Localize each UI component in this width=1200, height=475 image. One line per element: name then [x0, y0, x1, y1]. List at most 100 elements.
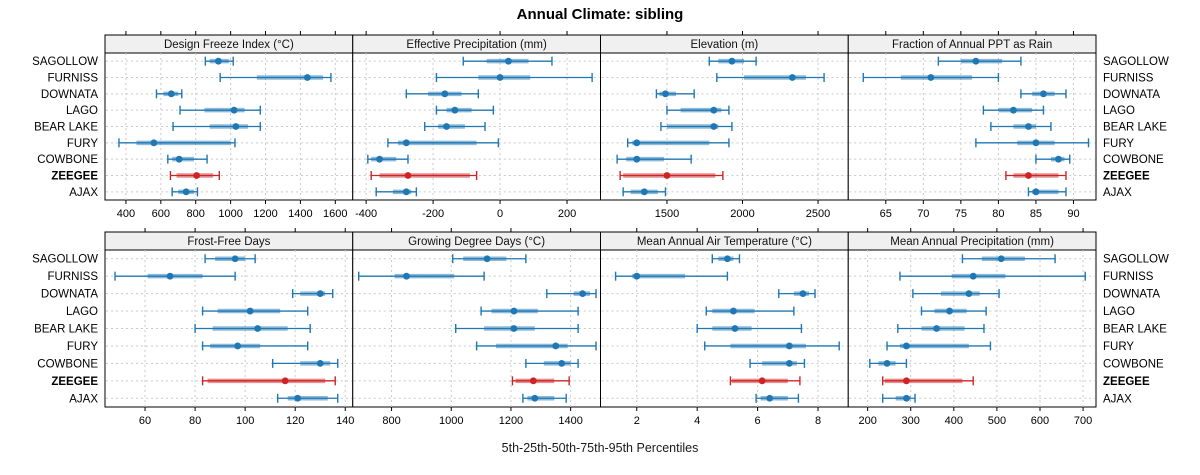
median-dot [529, 377, 537, 385]
x-tick-label: 65 [880, 208, 892, 220]
median-dot [150, 139, 158, 147]
percentile-series-fury [975, 138, 1090, 148]
site-label-right: FURY [1103, 138, 1134, 150]
percentile-series-lago [982, 105, 1045, 115]
panel-row-2: SAGOLLOW SAGOLLOW FURNISS FURNISS DOWNATA DOW… [32, 228, 1169, 427]
median-dot [451, 106, 459, 114]
percentile-series-sagollow [462, 56, 553, 66]
percentile-series-furniss [862, 73, 1000, 82]
panel-row-1: SAGOLLOW SAGOLLOW FURNISS FURNISS DOWNATA DOW… [32, 31, 1169, 220]
panel-7: Mean Annual Air Temperature (°C) 2 4 6 8 [600, 228, 849, 427]
percentile-series-ajax [276, 393, 339, 403]
percentile-series-zeegee [370, 171, 478, 180]
site-label-right: SAGOLLOW [1103, 254, 1169, 266]
percentile-series-bear-lake [897, 324, 985, 333]
percentile-series-sagollow [961, 254, 1056, 264]
percentile-series-fury [475, 341, 597, 351]
x-tick-label: 60 [139, 415, 151, 427]
figure-title: Annual Climate: sibling [516, 6, 684, 23]
percentile-series-lago [201, 306, 309, 316]
site-label-right: AJAX [1103, 393, 1132, 405]
percentile-series-cowbone [525, 358, 579, 368]
site-label-right: ZEEGEE [1103, 376, 1150, 388]
percentile-series-ajax [375, 187, 418, 197]
median-dot [933, 325, 940, 332]
site-label-left: FURY [67, 138, 98, 150]
median-dot [903, 394, 910, 402]
x-tick-label: 75 [955, 208, 967, 220]
site-label-right: ZEEGEE [1103, 171, 1150, 183]
median-dot [193, 172, 200, 179]
percentile-series-furniss [219, 73, 332, 82]
panel-3: Elevation (m) 1500 2000 2500 [600, 31, 849, 220]
site-label-left: FURY [67, 341, 98, 353]
percentile-series-sagollow [711, 254, 741, 264]
percentile-series-downata [912, 289, 1000, 299]
percentile-series-bear-lake [660, 122, 733, 131]
percentile-series-cowbone [749, 358, 806, 368]
x-tick-label: 200 [558, 208, 576, 220]
median-dot [254, 325, 262, 332]
site-label-left: SAGOLLOW [32, 56, 98, 68]
percentile-series-bear-lake [990, 122, 1052, 131]
percentile-series-downata [546, 289, 597, 299]
percentile-series-bear-lake [696, 324, 803, 333]
median-dot [166, 272, 174, 280]
percentile-series-ajax [755, 393, 800, 403]
percentile-series-bear-lake [194, 324, 311, 333]
site-label-right: SAGOLLOW [1103, 56, 1169, 68]
median-dot [1032, 188, 1040, 196]
x-tick-label: 700 [1074, 415, 1092, 427]
median-dot [1055, 155, 1062, 163]
x-tick-label: 1200 [253, 208, 277, 220]
panel-title: Design Freeze Index (°C) [164, 39, 294, 51]
percentile-series-sagollow [937, 56, 1022, 66]
median-dot [730, 307, 737, 315]
percentile-series-lago [666, 105, 730, 115]
site-label-right: BEAR LAKE [1103, 122, 1167, 134]
median-dot [633, 155, 641, 163]
site-label-right: LAGO [1103, 105, 1135, 117]
median-dot [496, 74, 504, 81]
x-tick-label: 600 [152, 208, 170, 220]
percentile-series-ajax [171, 187, 199, 197]
median-dot [969, 272, 977, 280]
median-dot [883, 359, 891, 367]
median-dot [1010, 106, 1017, 114]
percentile-series-zeegee [169, 171, 220, 180]
percentile-series-cowbone [367, 154, 409, 164]
x-tick-label: -400 [355, 208, 377, 220]
median-dot [182, 188, 190, 196]
median-dot [766, 394, 774, 402]
percentile-series-fury [704, 341, 840, 351]
site-label-left: BEAR LAKE [34, 324, 98, 336]
site-label-left: DOWNATA [41, 289, 98, 301]
x-tick-label: 1000 [218, 208, 242, 220]
site-label-left: COWBONE [37, 358, 98, 370]
percentile-series-cowbone [167, 154, 208, 164]
x-tick-label: 0 [497, 208, 503, 220]
site-label-left: AJAX [69, 187, 98, 199]
site-label-right: COWBONE [1103, 154, 1164, 166]
median-dot [281, 377, 289, 385]
median-dot [662, 90, 669, 98]
site-label-right: COWBONE [1103, 358, 1164, 370]
x-tick-label: 140 [336, 415, 354, 427]
median-dot [710, 106, 718, 114]
median-dot [402, 188, 410, 196]
panel-title: Elevation (m) [691, 39, 759, 51]
x-tick-label: 85 [1030, 208, 1042, 220]
percentile-series-downata [405, 89, 479, 99]
x-tick-label: 80 [189, 415, 201, 427]
panel-4: Fraction of Annual PPT as Rain 65 70 75 80 85… [847, 31, 1097, 220]
percentile-series-zeegee [619, 171, 724, 180]
x-tick-label: 1600 [323, 208, 347, 220]
panel-title: Growing Degree Days (°C) [408, 236, 545, 248]
site-label-left: FURNISS [48, 73, 99, 85]
median-dot [505, 57, 512, 65]
x-tick-label: 1500 [655, 208, 679, 220]
median-dot [234, 342, 242, 350]
median-dot [1025, 123, 1032, 130]
x-tick-label: 4 [694, 415, 700, 427]
median-dot [231, 255, 239, 263]
